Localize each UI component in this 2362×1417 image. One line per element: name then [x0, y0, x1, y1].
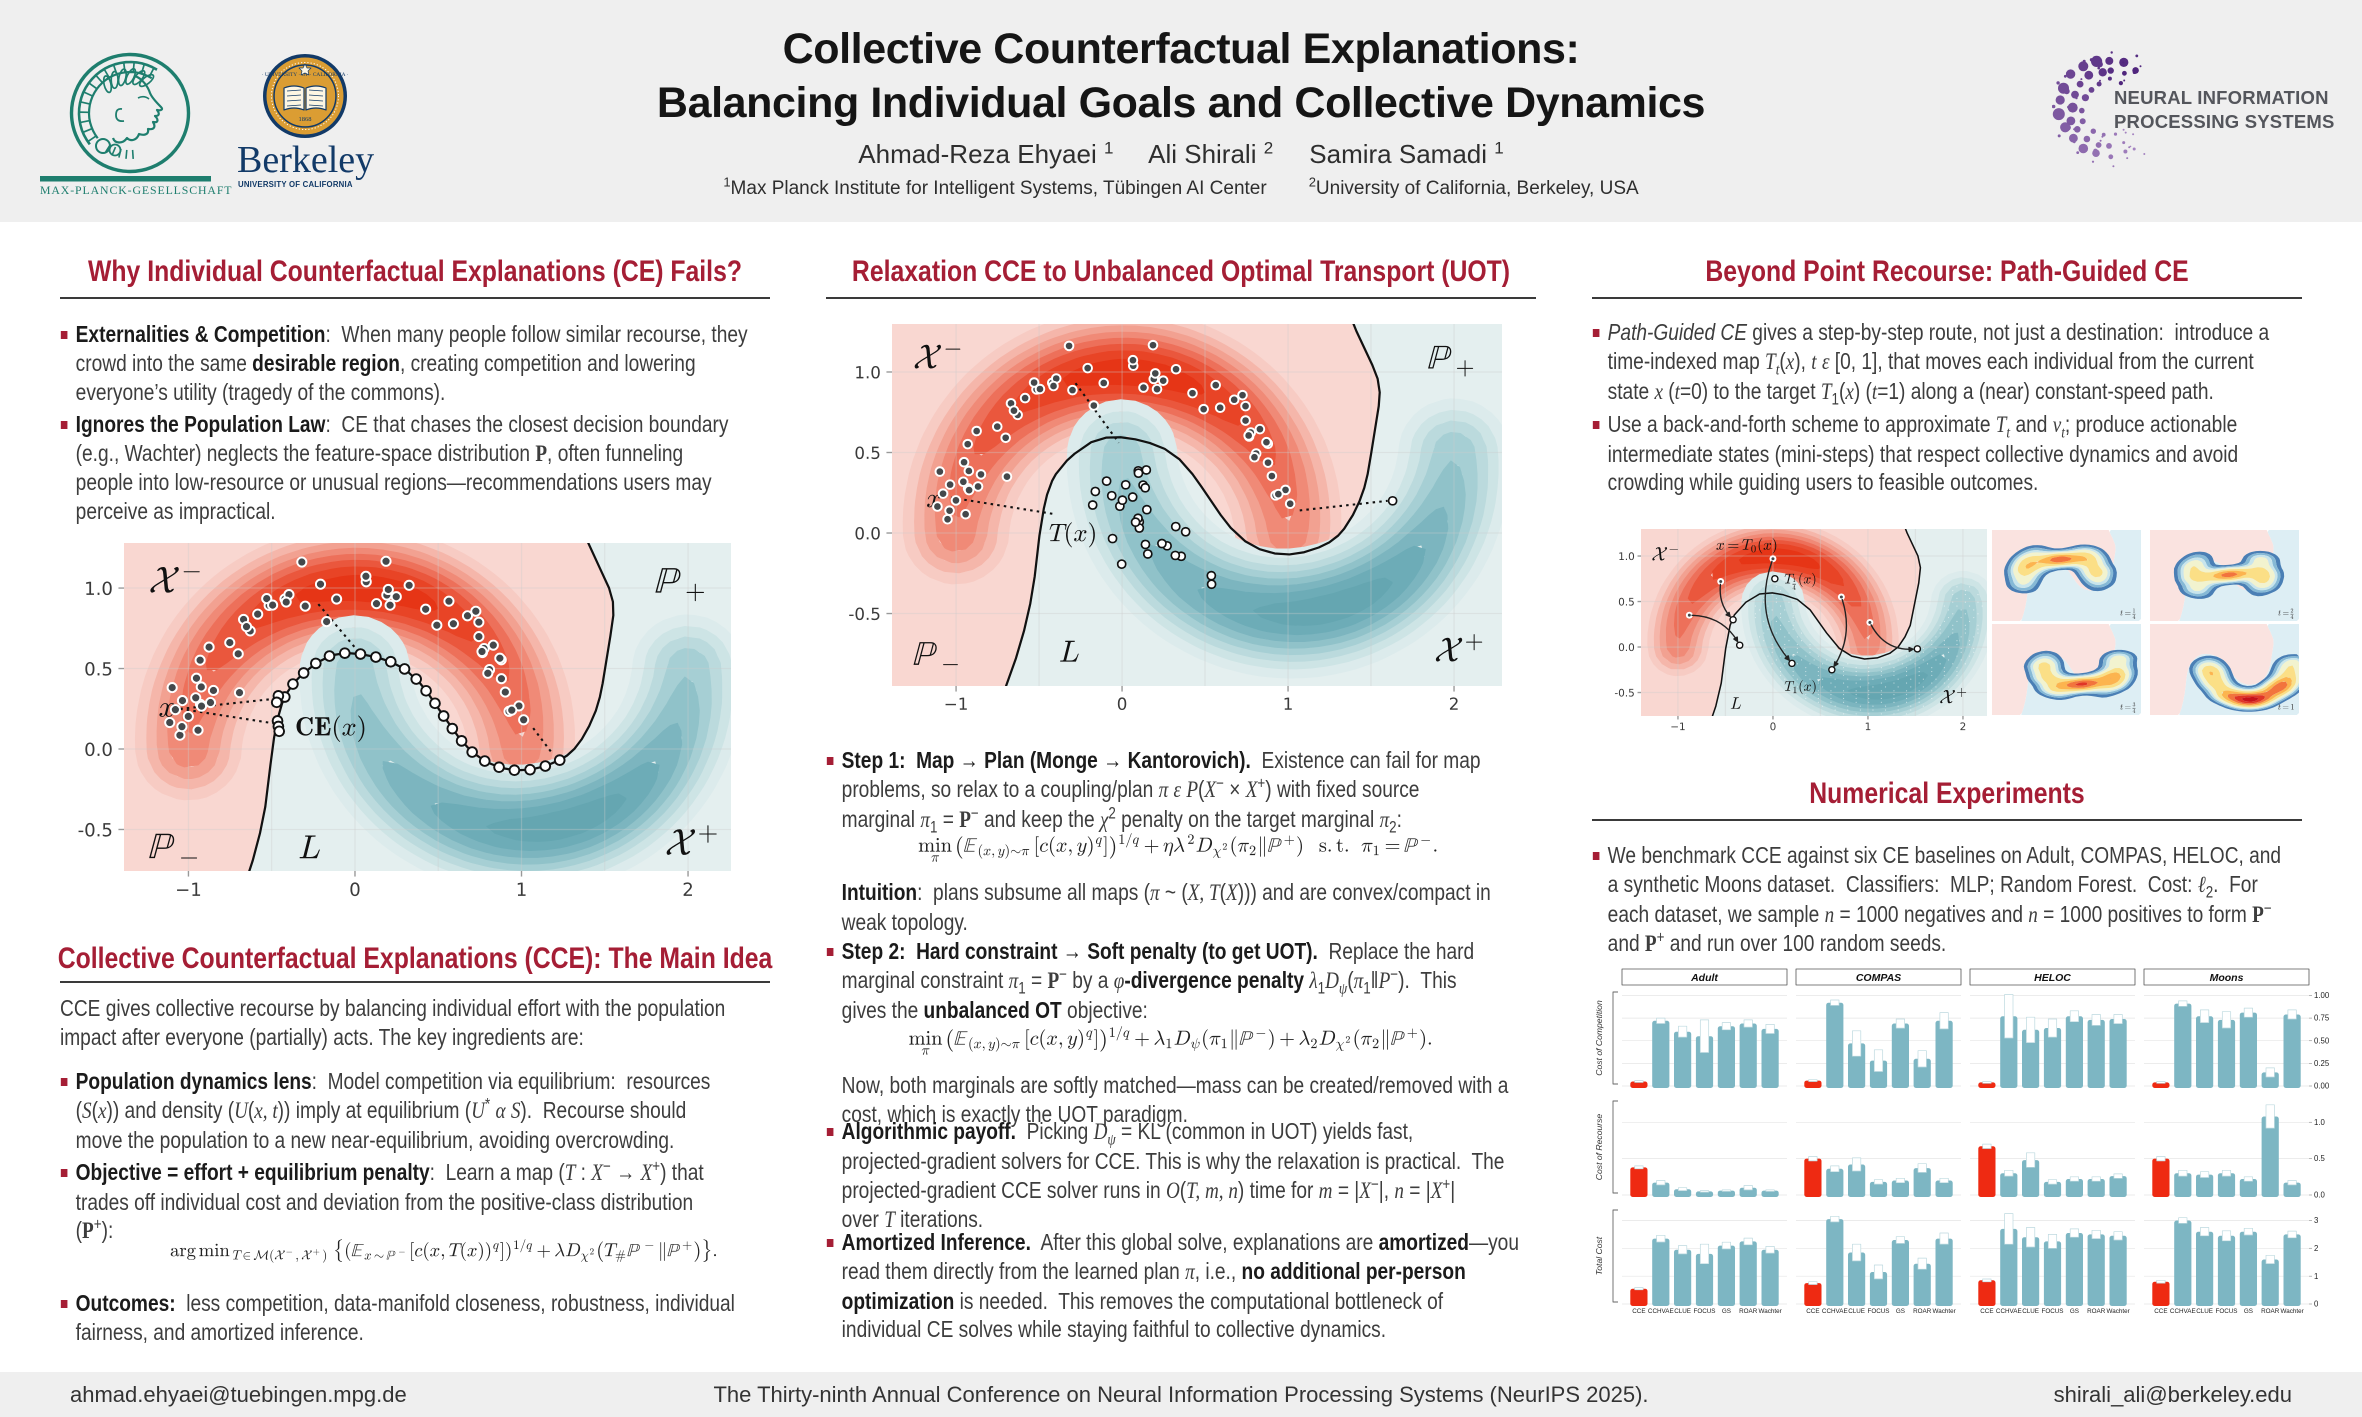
- svg-text:CCE: CCE: [1806, 1308, 1819, 1315]
- svg-text:CCHVAE: CCHVAE: [1996, 1308, 2022, 1315]
- svg-text:CLUE: CLUE: [1848, 1308, 1865, 1315]
- svg-text:UNIVERSITY OF CALIFORNIA: UNIVERSITY OF CALIFORNIA: [238, 180, 353, 189]
- svg-text:CCE: CCE: [2154, 1308, 2167, 1315]
- svg-text:FOCUS: FOCUS: [1867, 1308, 1889, 1315]
- svg-text:FOCUS: FOCUS: [2215, 1308, 2237, 1315]
- svg-text:ROAR: ROAR: [2087, 1308, 2106, 1315]
- svg-text:ROAR: ROAR: [1739, 1308, 1758, 1315]
- svg-text:0.00: 0.00: [2314, 1082, 2330, 1091]
- svg-text:CCHVAE: CCHVAE: [2170, 1308, 2196, 1315]
- svg-text:0: 0: [2314, 1300, 2319, 1309]
- svg-text:Cost of Recourse: Cost of Recourse: [1594, 1114, 1604, 1181]
- svg-text:MAX-PLANCK-GESELLSCHAFT: MAX-PLANCK-GESELLSCHAFT: [40, 183, 232, 197]
- svg-text:CLUE: CLUE: [2022, 1308, 2039, 1315]
- svg-text:Wachter: Wachter: [1758, 1308, 1781, 1315]
- svg-text:0.75: 0.75: [2314, 1014, 2330, 1023]
- svg-text:1.00: 1.00: [2314, 991, 2330, 1000]
- svg-text:COMPAS: COMPAS: [1856, 972, 1901, 984]
- svg-text:Adult: Adult: [1690, 972, 1718, 984]
- svg-text:0.25: 0.25: [2314, 1059, 2330, 1068]
- svg-text:Total Cost: Total Cost: [1594, 1236, 1604, 1275]
- svg-text:CCHVAE: CCHVAE: [1822, 1308, 1848, 1315]
- svg-text:Wachter: Wachter: [1932, 1308, 1955, 1315]
- svg-text:GS: GS: [2070, 1308, 2079, 1315]
- svg-text:CLUE: CLUE: [1674, 1308, 1691, 1315]
- svg-text:ROAR: ROAR: [1913, 1308, 1932, 1315]
- svg-text:FOCUS: FOCUS: [1693, 1308, 1715, 1315]
- svg-text:CCE: CCE: [1980, 1308, 1993, 1315]
- svg-text:0.5: 0.5: [2314, 1154, 2326, 1163]
- svg-text:3: 3: [2314, 1216, 2318, 1225]
- svg-text:ROAR: ROAR: [2261, 1308, 2280, 1315]
- svg-text:0.0: 0.0: [2314, 1191, 2326, 1200]
- svg-text:Cost of Competition: Cost of Competition: [1594, 1000, 1604, 1076]
- svg-text:Wachter: Wachter: [2280, 1308, 2303, 1315]
- svg-text:1.0: 1.0: [2314, 1118, 2326, 1127]
- svg-text:Berkeley: Berkeley: [237, 139, 374, 181]
- svg-text:Wachter: Wachter: [2106, 1308, 2129, 1315]
- svg-text:FOCUS: FOCUS: [2041, 1308, 2063, 1315]
- svg-text:CCE: CCE: [1632, 1308, 1645, 1315]
- svg-text:CLUE: CLUE: [2196, 1308, 2213, 1315]
- svg-text:· UNIVERSITY · OF · CALIFORNIA: · UNIVERSITY · OF · CALIFORNIA ·: [262, 72, 349, 78]
- svg-text:CCHVAE: CCHVAE: [1648, 1308, 1674, 1315]
- svg-text:GS: GS: [2244, 1308, 2253, 1315]
- svg-text:GS: GS: [1722, 1308, 1731, 1315]
- svg-text:Moons: Moons: [2210, 972, 2244, 984]
- svg-text:0.50: 0.50: [2314, 1036, 2330, 1045]
- svg-text:2: 2: [2314, 1244, 2318, 1253]
- svg-text:1: 1: [2314, 1272, 2318, 1281]
- svg-text:1868: 1868: [299, 116, 312, 123]
- svg-text:HELOC: HELOC: [2034, 972, 2071, 984]
- svg-text:GS: GS: [1896, 1308, 1905, 1315]
